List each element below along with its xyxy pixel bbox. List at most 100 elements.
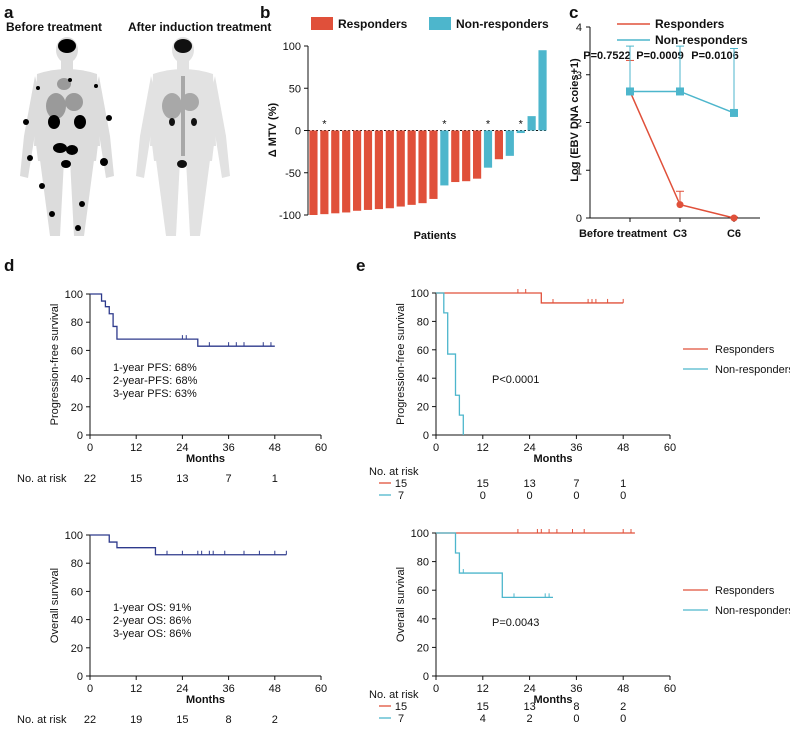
c-y-label: Log (EBV DNA coies+1) (569, 58, 581, 182)
d-os-risk-label: No. at risk (17, 714, 67, 726)
c-y-tick-label: 4 (576, 22, 582, 34)
b-bar (462, 130, 471, 182)
e-pfs-y-tick-label: 100 (411, 288, 429, 300)
d-pfs-risk-value: 15 (130, 473, 142, 485)
e-os-x-tick-label: 0 (433, 683, 439, 695)
b-bar (494, 130, 503, 160)
e-os-risk-value: 15 (395, 701, 407, 713)
b-y-tick-label: -50 (285, 168, 301, 180)
e-pfs-y-tick-label: 80 (417, 316, 429, 328)
d-pfs-x-tick-label: 0 (87, 442, 93, 454)
b-legend-responders: Responders (338, 17, 408, 31)
e-os-x-tick-label: 12 (477, 683, 489, 695)
d-os-x-tick-label: 36 (222, 683, 234, 695)
c-x-tick-label: Before treatment (579, 228, 667, 240)
d-pfs-x-tick-label: 36 (222, 442, 234, 454)
d-pfs-x-tick-label: 48 (269, 442, 281, 454)
c-marker (730, 214, 738, 222)
e-os-risk-value: 4 (480, 713, 486, 725)
d-os-y-tick-label: 60 (71, 586, 83, 598)
pet-after-label: After induction treatment (128, 20, 272, 34)
e-pfs-y-tick-label: 40 (417, 373, 429, 385)
e-pfs-x-label: Months (533, 453, 572, 465)
c-x-tick-label: C6 (727, 228, 741, 240)
d-pfs-risk-label: No. at risk (17, 473, 67, 485)
b-x-label: Patients (414, 230, 457, 242)
d-pfs-annotation: 2-year-PFS: 68% (113, 375, 198, 387)
b-legend-swatch-responders (311, 17, 333, 30)
e-pfs-risk-value: 0 (527, 490, 533, 502)
b-bar (527, 116, 536, 131)
e-pfs-y-label: Progression-free survival (395, 303, 407, 425)
d-pfs-curve-0 (90, 293, 275, 347)
e-pfs-x-tick-label: 36 (570, 442, 582, 454)
d-pfs-y-tick-label: 60 (71, 345, 83, 357)
d-os-curve-0 (90, 534, 287, 556)
e-os-legend-item: Non-responders (715, 605, 790, 617)
e-os-risk-value: 2 (527, 713, 533, 725)
b-bar (440, 130, 449, 186)
e-os-risk-value: 0 (573, 713, 579, 725)
d-os-x-tick-label: 48 (269, 683, 281, 695)
c-line-responders (629, 91, 735, 219)
pet-scan-after (136, 37, 230, 236)
d-os-risk-value: 15 (176, 714, 188, 726)
d-os-x-tick-label: 12 (130, 683, 142, 695)
c-y-tick-label: 0 (576, 213, 582, 225)
e-os-x-tick-label: 48 (617, 683, 629, 695)
e-os-y-tick-label: 40 (417, 614, 429, 626)
e-pfs-risk-value: 0 (620, 490, 626, 502)
d-os-risk-value: 8 (226, 714, 232, 726)
e-pfs-risk-value: 7 (573, 478, 579, 490)
panel-letter-e: e (356, 256, 366, 275)
e-os-y-tick-label: 60 (417, 585, 429, 597)
c-y-tick-label: 2 (576, 118, 582, 130)
c-pvalue: P=0.0106 (691, 50, 738, 62)
pet-before-label: Before treatment (6, 20, 103, 34)
d-os-annotation: 3-year OS: 86% (113, 628, 191, 640)
c-pvalue: P=0.0009 (636, 50, 683, 62)
e-os-risk-label: No. at risk (369, 689, 419, 701)
e-os-risk-value: 2 (620, 701, 626, 713)
b-y-tick-label: -100 (279, 210, 301, 222)
e-pfs-pvalue: P<0.0001 (492, 374, 539, 386)
d-os-x-tick-label: 0 (87, 683, 93, 695)
d-os-risk-value: 2 (272, 714, 278, 726)
b-bar (407, 130, 416, 205)
e-os-risk-value: 0 (620, 713, 626, 725)
e-pfs-x-tick-label: 48 (617, 442, 629, 454)
d-os-x-tick-label: 60 (315, 683, 327, 695)
b-y-tick-label: 100 (283, 41, 301, 53)
e-os-y-tick-label: 0 (423, 671, 429, 683)
e-pfs-risk-value: 0 (573, 490, 579, 502)
b-bar (473, 130, 482, 179)
d-pfs-annotation: 3-year PFS: 63% (113, 388, 197, 400)
e-pfs-x-tick-label: 60 (664, 442, 676, 454)
c-y-tick-label: 3 (576, 70, 582, 82)
d-pfs-risk-value: 1 (272, 473, 278, 485)
b-star-marker: * (486, 119, 491, 131)
e-os-x-label: Months (533, 694, 572, 706)
e-os-x-tick-label: 60 (664, 683, 676, 695)
d-pfs-annotation: 1-year PFS: 68% (113, 362, 197, 374)
b-y-label: Δ MTV (%) (267, 102, 279, 157)
d-os-y-tick-label: 40 (71, 615, 83, 627)
b-bar (505, 130, 514, 156)
e-pfs-risk-value: 15 (395, 478, 407, 490)
panel-letter-b: b (260, 3, 271, 22)
d-pfs-x-tick-label: 60 (315, 442, 327, 454)
b-legend-nonresponders: Non-responders (456, 17, 549, 31)
b-bar (396, 130, 405, 207)
d-os-y-tick-label: 80 (71, 558, 83, 570)
b-legend-swatch-nonresponders (429, 17, 451, 30)
b-bar (374, 130, 383, 210)
c-y-tick-label: 1 (576, 165, 582, 177)
d-os-risk-value: 19 (130, 714, 142, 726)
pet-scan-before (20, 37, 114, 236)
b-bar (516, 130, 525, 134)
d-os-annotation: 1-year OS: 91% (113, 602, 191, 614)
b-bar (418, 130, 427, 204)
e-pfs-legend-item: Responders (715, 344, 775, 356)
b-bar (429, 130, 438, 199)
